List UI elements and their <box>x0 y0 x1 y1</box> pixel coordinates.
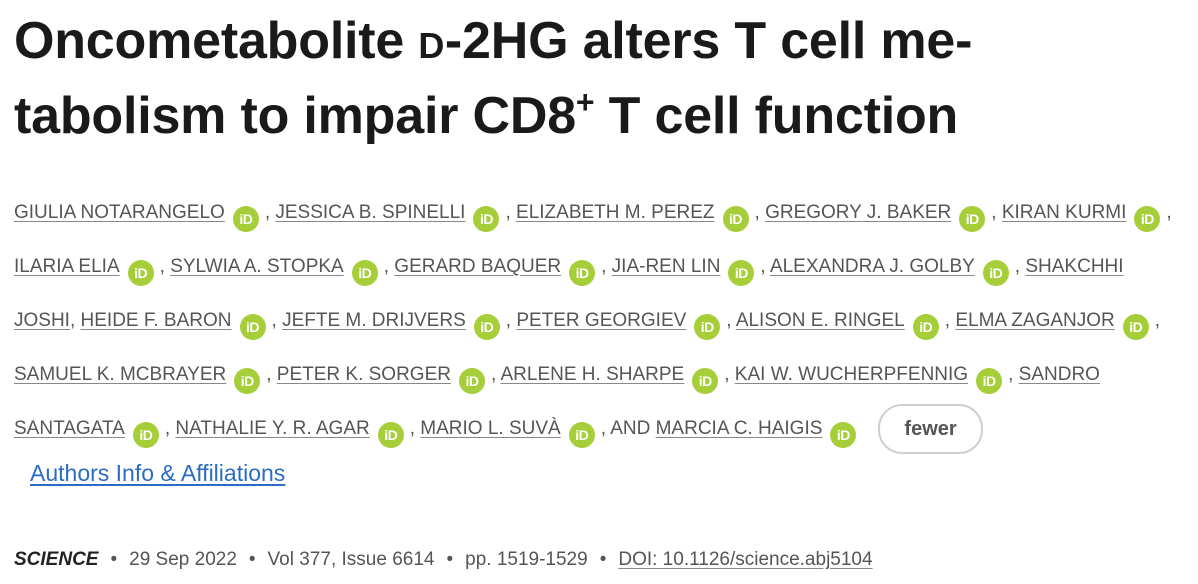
author-name[interactable]: JEFTE M. DRIJVERS <box>282 310 466 331</box>
title-small-caps-d: D <box>418 25 445 66</box>
meta-separator: • <box>248 549 256 570</box>
author-separator: , <box>505 202 517 223</box>
orcid-icon[interactable]: iD <box>473 206 500 232</box>
author-name[interactable]: GERARD BAQUER <box>394 256 562 277</box>
orcid-icon[interactable]: iD <box>722 206 749 232</box>
orcid-icon[interactable]: iD <box>132 422 159 448</box>
author-name[interactable]: PETER GEORGIEV <box>516 310 687 331</box>
orcid-icon[interactable]: iD <box>976 368 1003 394</box>
author-separator: , <box>944 310 956 331</box>
orcid-icon[interactable]: iD <box>694 314 721 340</box>
author-separator: , <box>159 256 171 277</box>
orcid-icon[interactable]: iD <box>239 314 266 340</box>
journal-name: SCIENCE <box>14 549 99 570</box>
orcid-icon[interactable]: iD <box>728 260 755 286</box>
orcid-icon[interactable]: iD <box>569 260 596 286</box>
author-name[interactable]: GREGORY J. BAKER <box>765 202 952 223</box>
orcid-icon[interactable]: iD <box>568 422 595 448</box>
orcid-icon[interactable]: iD <box>234 368 261 394</box>
author-name[interactable]: KAI W. WUCHERPFENNIG <box>734 364 969 385</box>
title-part1: Oncometabolite <box>14 12 419 70</box>
orcid-icon[interactable]: iD <box>232 206 259 232</box>
author-separator: , <box>383 256 395 277</box>
citation-meta: SCIENCE • 29 Sep 2022 • Vol 377, Issue 6614 •… <box>14 549 873 571</box>
meta-separator: • <box>599 549 607 570</box>
publication-date: 29 Sep 2022 <box>129 549 237 570</box>
author-separator: , <box>1154 310 1161 331</box>
author-name[interactable]: SAMUEL K. MCBRAYER <box>14 364 227 385</box>
author-separator: , <box>991 202 1002 223</box>
and-conjunction: AND <box>605 418 656 439</box>
orcid-icon[interactable]: iD <box>959 206 986 232</box>
author-name[interactable]: GIULIA NOTARANGELO <box>14 202 225 223</box>
author-separator: , <box>1014 256 1026 277</box>
author-separator: , <box>600 418 606 439</box>
author-separator: , <box>505 310 517 331</box>
author-name[interactable]: ALISON E. RINGEL <box>735 310 905 331</box>
author-name[interactable]: ILARIA ELIA <box>14 256 120 277</box>
author-separator: , <box>760 256 770 277</box>
author-separator: , <box>164 418 176 439</box>
author-separator: , <box>726 310 736 331</box>
author-name[interactable]: SYLWIA A. STOPKA <box>170 256 344 277</box>
author-list: GIULIA NOTARANGELO iD, JESSICA B. SPINELL… <box>14 186 1189 456</box>
author-name[interactable]: ARLENE H. SHARPE <box>500 364 685 385</box>
meta-separator: • <box>446 549 454 570</box>
article-title: Oncometabolite D-2HG alters T cell me-ta… <box>14 6 1184 151</box>
orcid-icon[interactable]: iD <box>377 422 404 448</box>
author-separator: , <box>69 310 81 331</box>
orcid-icon[interactable]: iD <box>982 260 1009 286</box>
orcid-icon[interactable]: iD <box>1134 206 1161 232</box>
author-separator: , <box>601 256 612 277</box>
author-separator: , <box>409 418 421 439</box>
author-name[interactable]: ELIZABETH M. PEREZ <box>516 202 715 223</box>
orcid-icon[interactable]: iD <box>1122 314 1149 340</box>
author-name[interactable]: KIRAN KURMI <box>1001 202 1127 223</box>
authors-info-affiliations-link[interactable]: Authors Info & Affiliations <box>30 460 286 486</box>
author-separator: , <box>1166 202 1172 223</box>
author-separator: , <box>1008 364 1019 385</box>
fewer-authors-button[interactable]: fewer <box>878 403 983 454</box>
author-name[interactable]: JIA-REN LIN <box>611 256 721 277</box>
volume-issue: Vol 377, Issue 6614 <box>267 549 435 570</box>
author-name[interactable]: JESSICA B. SPINELLI <box>275 202 466 223</box>
author-name[interactable]: ALEXANDRA J. GOLBY <box>769 256 975 277</box>
author-separator: , <box>264 202 276 223</box>
author-separator: , <box>754 202 766 223</box>
author-separator: , <box>271 310 283 331</box>
author-separator: , <box>724 364 735 385</box>
author-name[interactable]: MARCIA C. HAIGIS <box>655 418 823 439</box>
author-separator: , <box>266 364 277 385</box>
title-superscript: + <box>575 84 595 120</box>
author-name[interactable]: HEIDE F. BARON <box>80 310 232 331</box>
title-part2: -2HG alters T cell me-tabolism to impair… <box>14 12 973 145</box>
page-range: pp. 1519-1529 <box>465 549 588 570</box>
orcid-icon[interactable]: iD <box>473 314 500 340</box>
orcid-icon[interactable]: iD <box>692 368 719 394</box>
orcid-icon[interactable]: iD <box>830 422 857 448</box>
author-name[interactable]: ELMA ZAGANJOR <box>955 310 1115 331</box>
orcid-icon[interactable]: iD <box>912 314 939 340</box>
orcid-icon[interactable]: iD <box>458 368 485 394</box>
author-name[interactable]: SANDRO SANTAGATA <box>14 364 1100 439</box>
author-name[interactable]: NATHALIE Y. R. AGAR <box>175 418 370 439</box>
orcid-icon[interactable]: iD <box>127 260 154 286</box>
orcid-icon[interactable]: iD <box>351 260 378 286</box>
author-name[interactable]: SHAKCHHI JOSHI <box>14 256 1124 331</box>
title-part3: T cell function <box>594 87 959 145</box>
author-name[interactable]: MARIO L. SUVÀ <box>420 418 561 439</box>
author-name[interactable]: PETER K. SORGER <box>276 364 451 385</box>
meta-separator: • <box>110 549 118 570</box>
author-separator: , <box>490 364 501 385</box>
doi-link[interactable]: DOI: 10.1126/science.abj5104 <box>618 549 873 570</box>
